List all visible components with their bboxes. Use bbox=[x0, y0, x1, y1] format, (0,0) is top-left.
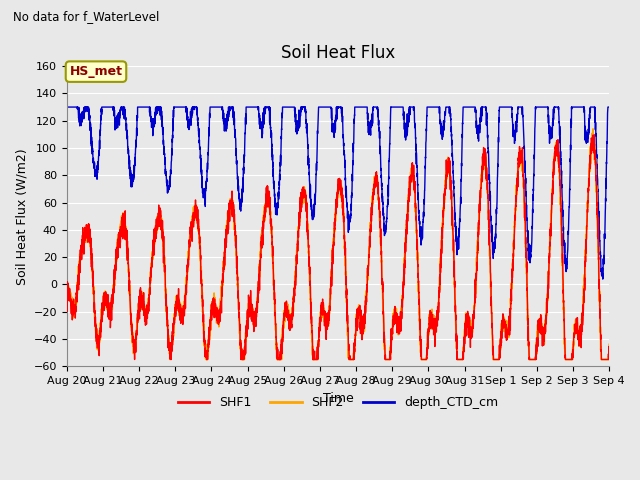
Text: No data for f_WaterLevel: No data for f_WaterLevel bbox=[13, 10, 159, 23]
Legend: SHF1, SHF2, depth_CTD_cm: SHF1, SHF2, depth_CTD_cm bbox=[173, 391, 503, 414]
X-axis label: Time: Time bbox=[323, 392, 353, 405]
Title: Soil Heat Flux: Soil Heat Flux bbox=[281, 44, 395, 62]
Text: HS_met: HS_met bbox=[70, 65, 122, 78]
Y-axis label: Soil Heat Flux (W/m2): Soil Heat Flux (W/m2) bbox=[15, 148, 28, 285]
